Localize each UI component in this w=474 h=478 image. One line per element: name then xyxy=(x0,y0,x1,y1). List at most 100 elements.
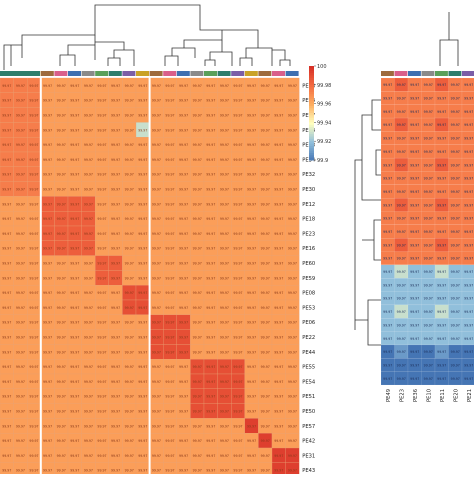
cell-value-label: 99.97 xyxy=(152,454,161,458)
cell-value-label: 99.97 xyxy=(97,365,106,369)
cell-value-label: 99.97 xyxy=(29,114,38,118)
colorbar-tick-label: 99.94 xyxy=(317,120,331,126)
cell-value-label: 99.97 xyxy=(288,439,297,443)
cell-value-label: 99.97 xyxy=(451,257,460,261)
cell-value-label: 99.97 xyxy=(84,217,93,221)
colorbar-segment xyxy=(309,94,314,98)
cell-value-label: 99.97 xyxy=(43,262,52,266)
cell-value-label: 99.97 xyxy=(247,410,256,414)
cell-value-label: 99.97 xyxy=(274,188,283,192)
cell-value-label: 99.97 xyxy=(247,143,256,147)
annotation-swatch xyxy=(163,71,177,76)
cell-value-label: 99.97 xyxy=(29,202,38,206)
cell-value-label: 99.97 xyxy=(84,395,93,399)
cell-value-label: 99.97 xyxy=(233,350,242,354)
cell-value-label: 99.97 xyxy=(410,203,419,207)
cell-value-label: 99.97 xyxy=(165,217,174,221)
cell-value-label: 99.97 xyxy=(410,323,419,327)
cell-value-label: 99.97 xyxy=(437,377,446,381)
cell-value-label: 99.97 xyxy=(138,173,147,177)
cell-value-label: 99.97 xyxy=(84,84,93,88)
cell-value-label: 99.97 xyxy=(410,190,419,194)
cell-value-label: 99.97 xyxy=(57,143,66,147)
cell-value-label: 99.97 xyxy=(57,202,66,206)
cell-value-label: 99.97 xyxy=(70,291,79,295)
cell-value-label: 99.97 xyxy=(29,454,38,458)
cell-value-label: 99.97 xyxy=(397,203,406,207)
colorbar-segment xyxy=(309,145,314,149)
cell-value-label: 99.97 xyxy=(424,150,433,154)
cell-value-label: 99.97 xyxy=(233,395,242,399)
cell-value-label: 99.97 xyxy=(152,173,161,177)
cell-value-label: 99.97 xyxy=(2,262,11,266)
cell-value-label: 99.97 xyxy=(84,365,93,369)
cell-value-label: 99.97 xyxy=(2,395,11,399)
colorbar-segment xyxy=(309,155,314,159)
cell-value-label: 99.97 xyxy=(125,424,134,428)
cell-value-label: 99.97 xyxy=(193,114,202,118)
cell-value-label: 99.97 xyxy=(43,380,52,384)
cell-value-label: 99.97 xyxy=(125,143,134,147)
cell-value-label: 99.97 xyxy=(410,363,419,367)
cell-value-label: 99.97 xyxy=(57,262,66,266)
cell-value-label: 99.97 xyxy=(165,202,174,206)
cell-value-label: 99.97 xyxy=(233,321,242,325)
cell-value-label: 99.97 xyxy=(261,173,270,177)
cell-value-label: 99.97 xyxy=(16,365,25,369)
cell-value-label: 99.97 xyxy=(274,365,283,369)
cell-value-label: 99.97 xyxy=(261,336,270,340)
cell-value-label: 99.97 xyxy=(247,454,256,458)
cell-value-label: 99.97 xyxy=(193,173,202,177)
cell-value-label: 99.97 xyxy=(206,202,215,206)
annotation-swatch xyxy=(54,71,68,76)
cell-value-label: 99.97 xyxy=(29,99,38,103)
cell-value-label: 99.97 xyxy=(84,247,93,251)
cell-value-label: 99.97 xyxy=(206,276,215,280)
cell-value-label: 99.97 xyxy=(57,291,66,295)
cell-value-label: 99.97 xyxy=(397,177,406,181)
colorbar-segment xyxy=(309,131,314,135)
cell-value-label: 99.97 xyxy=(138,395,147,399)
cell-value-label: 99.97 xyxy=(111,439,120,443)
cell-value-label: 99.97 xyxy=(206,217,215,221)
cell-value-label: 99.97 xyxy=(43,114,52,118)
cell-value-label: 99.97 xyxy=(70,336,79,340)
dendrogram-branch xyxy=(59,35,96,66)
cell-value-label: 99.97 xyxy=(410,177,419,181)
cell-value-label: 99.97 xyxy=(193,99,202,103)
cell-value-label: 99.97 xyxy=(97,173,106,177)
cell-value-label: 99.97 xyxy=(165,365,174,369)
cell-value-label: 99.97 xyxy=(111,84,120,88)
colorbar-segment xyxy=(309,103,314,107)
cell-value-label: 99.97 xyxy=(206,158,215,162)
cell-value-label: 99.97 xyxy=(193,469,202,473)
cell-value-label: 99.97 xyxy=(111,306,120,310)
cell-value-label: 99.97 xyxy=(165,128,174,132)
cell-value-label: 99.97 xyxy=(165,99,174,103)
cell-value-label: 99.97 xyxy=(165,291,174,295)
cell-value-label: 99.97 xyxy=(125,410,134,414)
cell-value-label: 99.97 xyxy=(274,202,283,206)
cell-value-label: 99.97 xyxy=(29,247,38,251)
cell-value-label: 99.97 xyxy=(288,350,297,354)
cell-value-label: 99.97 xyxy=(288,99,297,103)
cell-value-label: 99.97 xyxy=(206,454,215,458)
cell-value-label: 99.97 xyxy=(274,99,283,103)
cell-value-label: 99.97 xyxy=(2,173,11,177)
cell-value-label: 99.97 xyxy=(152,114,161,118)
colorbar-segment xyxy=(309,150,314,154)
cell-value-label: 99.97 xyxy=(464,350,473,354)
cell-value-label: 99.97 xyxy=(138,128,147,132)
cell-value-label: 99.97 xyxy=(193,350,202,354)
cell-value-label: 99.97 xyxy=(138,306,147,310)
cell-value-label: 99.97 xyxy=(383,363,392,367)
cell-value-label: 99.97 xyxy=(125,276,134,280)
cell-value-label: 99.97 xyxy=(179,439,188,443)
cell-value-label: 99.97 xyxy=(288,202,297,206)
cell-value-label: 99.97 xyxy=(138,99,147,103)
top-dendrogram xyxy=(3,4,291,70)
column-label: PE11 xyxy=(440,389,446,402)
cell-value-label: 99.97 xyxy=(138,321,147,325)
cell-value-label: 99.97 xyxy=(84,128,93,132)
cell-value-label: 99.97 xyxy=(111,158,120,162)
